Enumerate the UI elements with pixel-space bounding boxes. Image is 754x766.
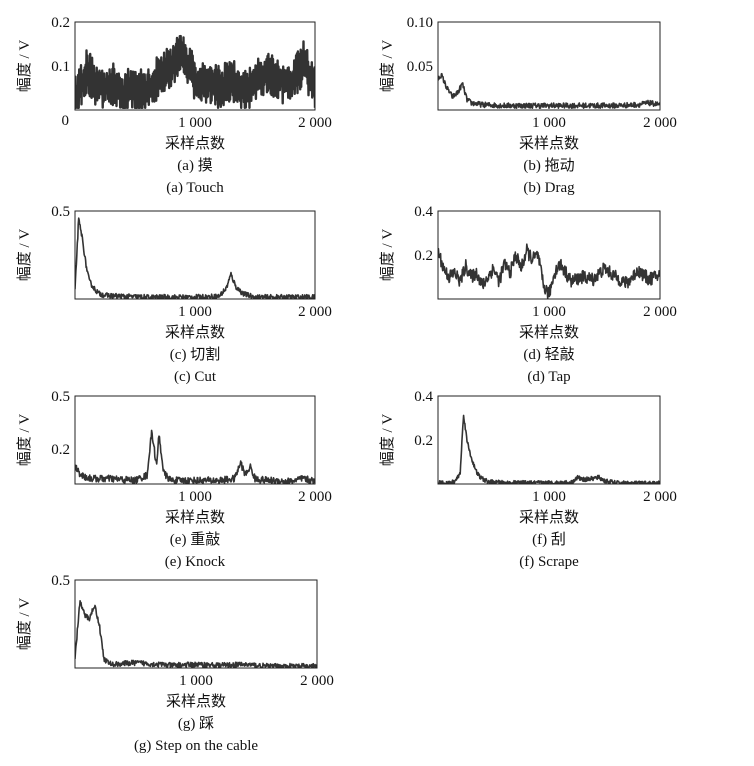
caption-cn: (f) 刮	[532, 531, 566, 548]
caption-en: (g) Step on the cable	[134, 738, 258, 754]
x-tick-label: 2 000	[298, 115, 332, 131]
caption-en: (d) Tap	[527, 369, 570, 385]
y-axis-label: 幅度 / V	[16, 598, 33, 651]
x-tick-label: 2 000	[643, 115, 677, 131]
x-tick-label: 1 000	[178, 489, 212, 505]
y-axis-label: 幅度 / V	[379, 229, 396, 282]
y-axis-label: 幅度 / V	[16, 40, 33, 93]
y-tick-label: 0.05	[407, 59, 433, 75]
x-tick-label: 1 000	[178, 115, 212, 131]
x-axis-label: 采样点数	[166, 693, 226, 710]
caption-cn: (c) 切割	[170, 346, 220, 363]
y-tick-label: 0.5	[51, 389, 70, 405]
series-trace	[438, 72, 660, 109]
x-axis-label: 采样点数	[519, 509, 579, 526]
x-axis-label: 采样点数	[519, 135, 579, 152]
series-trace	[438, 414, 660, 484]
caption-cn: (g) 踩	[178, 715, 214, 732]
panel-d: 0.4 0.2 1 000 2 000 幅度 / V 采样点数 (d) 轻敲 (d) Tap	[379, 204, 677, 385]
plot-frame	[74, 21, 316, 111]
series-trace	[75, 34, 315, 109]
x-axis-label: 采样点数	[165, 509, 225, 526]
panel-e: 0.5 0.2 1 000 2 000 幅度 / V 采样点数 (e) 重敲 (e) Knoc…	[16, 389, 332, 570]
panel-f: 0.4 0.2 1 000 2 000 幅度 / V 采样点数 (f) 刮 (f) Scrap…	[379, 389, 677, 570]
x-tick-label: 1 000	[179, 673, 213, 689]
panel-c: 0.5 1 000 2 000 幅度 / V 采样点数 (c) 切割 (c) Cut	[16, 204, 332, 385]
y-axis-label: 幅度 / V	[16, 414, 33, 467]
y-tick-label: 0.10	[407, 15, 433, 31]
x-tick-label: 1 000	[532, 489, 566, 505]
plot-frame	[437, 21, 661, 111]
x-tick-label: 2 000	[643, 304, 677, 320]
y-tick-label: 0.5	[51, 204, 70, 220]
y-tick-label: 0.2	[51, 442, 70, 458]
panel-a: 0.2 0.1 0 1 000 2 000 幅度 / V 采样点数 (a) 摸 (a) Touc…	[16, 15, 332, 196]
caption-en: (e) Knock	[165, 554, 226, 570]
y-tick-label: 0.2	[414, 433, 433, 449]
x-tick-label: 1 000	[178, 304, 212, 320]
caption-en: (a) Touch	[166, 180, 224, 196]
y-tick-label: 0.4	[414, 204, 433, 220]
x-axis-label: 采样点数	[165, 135, 225, 152]
caption-en: (f) Scrape	[519, 554, 579, 570]
caption-cn: (d) 轻敲	[523, 346, 574, 363]
plot-frame	[74, 579, 318, 669]
y-tick-label: 0.4	[414, 389, 433, 405]
caption-en: (b) Drag	[523, 180, 575, 196]
caption-cn: (b) 拖动	[523, 157, 574, 174]
series-trace	[438, 243, 660, 299]
panel-b: 0.10 0.05 1 000 2 000 幅度 / V 采样点数 (b) 拖动 (b) Dr…	[379, 15, 677, 196]
plot-frame	[74, 210, 316, 300]
caption-cn: (e) 重敲	[170, 531, 220, 548]
caption-en: (c) Cut	[174, 369, 217, 385]
plot-frame	[437, 395, 661, 485]
y-tick-label: 0.2	[414, 248, 433, 264]
x-tick-label: 1 000	[532, 304, 566, 320]
x-tick-label: 2 000	[298, 489, 332, 505]
caption-cn: (a) 摸	[177, 157, 212, 174]
y-tick-label: 0.5	[51, 573, 70, 589]
y-tick-label: 0.2	[51, 15, 70, 31]
y-axis-label: 幅度 / V	[379, 40, 396, 93]
x-tick-label: 2 000	[298, 304, 332, 320]
x-tick-label: 1 000	[532, 115, 566, 131]
y-axis-label: 幅度 / V	[16, 229, 33, 282]
series-trace	[75, 600, 317, 668]
panel-g: 0.5 1 000 2 000 幅度 / V 采样点数 (g) 踩 (g) Step on …	[16, 573, 334, 754]
plot-frame	[74, 395, 316, 485]
y-zero-label: 0	[62, 113, 70, 129]
y-tick-label: 0.1	[51, 59, 70, 75]
x-tick-label: 2 000	[643, 489, 677, 505]
series-trace	[75, 429, 315, 484]
x-tick-label: 2 000	[300, 673, 334, 689]
x-axis-label: 采样点数	[165, 324, 225, 341]
plot-frame	[437, 210, 661, 300]
series-trace	[75, 217, 315, 299]
y-axis-label: 幅度 / V	[379, 414, 396, 467]
x-axis-label: 采样点数	[519, 324, 579, 341]
